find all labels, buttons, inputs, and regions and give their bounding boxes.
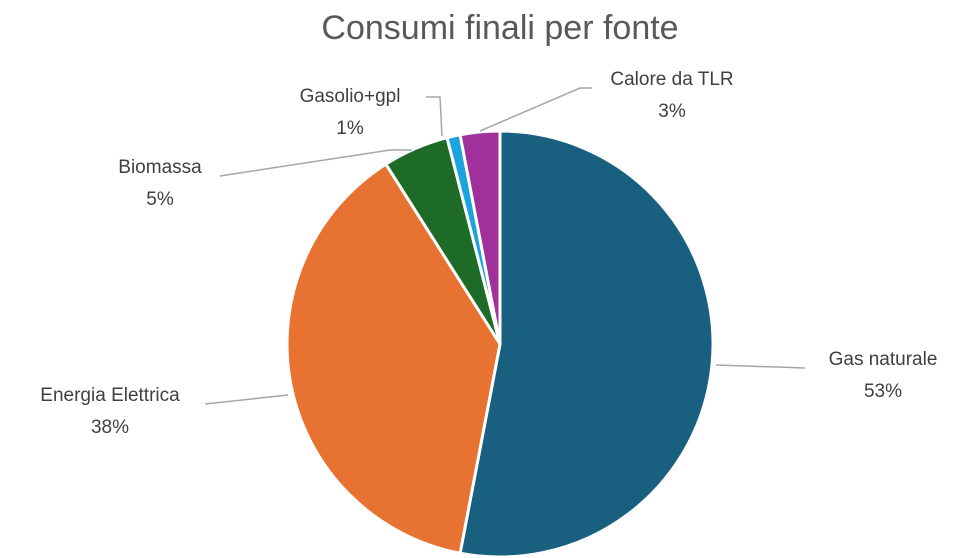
slice-value-label: 53% <box>864 381 902 402</box>
slice-value-label: 5% <box>146 189 174 210</box>
slice-value-label: 38% <box>91 417 129 438</box>
slice-label: Gas naturale <box>829 349 938 370</box>
slice-label: Gasolio+gpl <box>300 86 401 107</box>
slice-label: Energia Elettrica <box>40 385 180 406</box>
leader-line <box>479 87 592 132</box>
pie-slice <box>458 129 502 345</box>
leader-line <box>204 394 289 405</box>
slice-label: Calore da TLR <box>610 69 733 90</box>
slice-value-label: 1% <box>336 118 364 139</box>
leader-line <box>715 364 806 369</box>
slice-label: Biomassa <box>118 157 202 178</box>
pie-slice <box>458 129 715 558</box>
slice-value-label: 3% <box>658 101 686 122</box>
chart-title: Consumi finali per fonte <box>321 9 678 47</box>
leader-line <box>426 96 443 137</box>
leader-line <box>219 149 412 177</box>
